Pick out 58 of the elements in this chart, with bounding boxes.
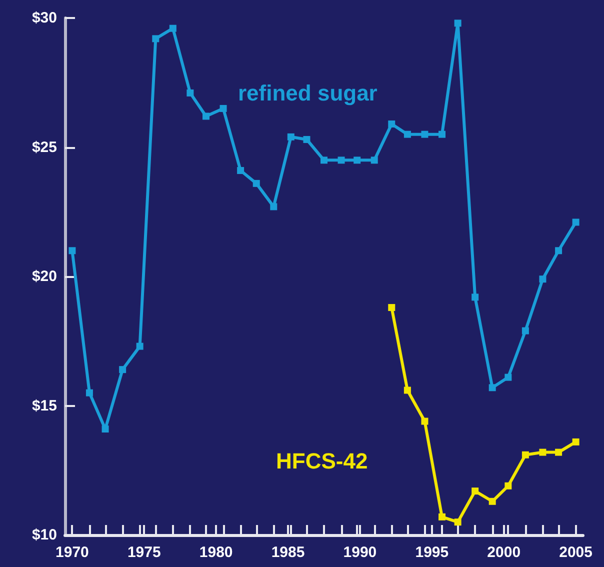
text: HFCS-42 [276,448,368,474]
x-tick-label: 1985 [271,544,305,561]
point [421,130,428,138]
point [186,89,194,96]
point [152,35,160,42]
point [438,130,446,138]
point [320,156,328,164]
x-tick-label: 1990 [343,544,377,561]
point [119,366,126,374]
point [572,218,580,226]
point [68,247,76,254]
y-tick-label: $15 [32,397,57,414]
point [252,180,260,187]
point [504,374,512,381]
x-tick-label: 1980 [199,544,233,561]
point [488,384,496,392]
point [421,418,428,425]
point [404,130,411,138]
point [404,386,411,394]
point [522,327,529,334]
point [388,304,396,312]
x-tick-label: 2005 [559,544,592,561]
point [370,156,378,164]
point [504,482,512,490]
point [572,438,580,446]
y-tick-label: $20 [32,268,57,285]
point [472,294,479,301]
point [136,342,144,350]
y-tick-label: $10 [32,526,57,544]
point [388,120,396,128]
y-tick-label: $30 [32,10,57,26]
point [539,276,546,283]
point [454,518,462,526]
point [237,167,244,174]
point [488,498,496,505]
x-tick-label: 1975 [127,544,161,561]
point [169,24,176,32]
point [539,448,546,456]
x-tick-label: 1970 [56,544,89,561]
point [338,156,345,164]
point [303,136,310,143]
x-tick-label: 2000 [487,544,521,561]
point [454,20,462,27]
point [522,451,529,458]
point [287,133,294,140]
point [202,112,210,120]
point [555,247,562,254]
point [438,513,446,520]
point [220,104,227,112]
point [555,448,562,456]
x-tick-label: 1995 [415,544,449,561]
point [270,203,278,210]
point [354,156,361,164]
point [86,389,93,396]
point [472,488,479,495]
point [102,426,109,433]
series-label: refined sugar [238,80,378,106]
y-tick-label: $25 [32,138,57,156]
